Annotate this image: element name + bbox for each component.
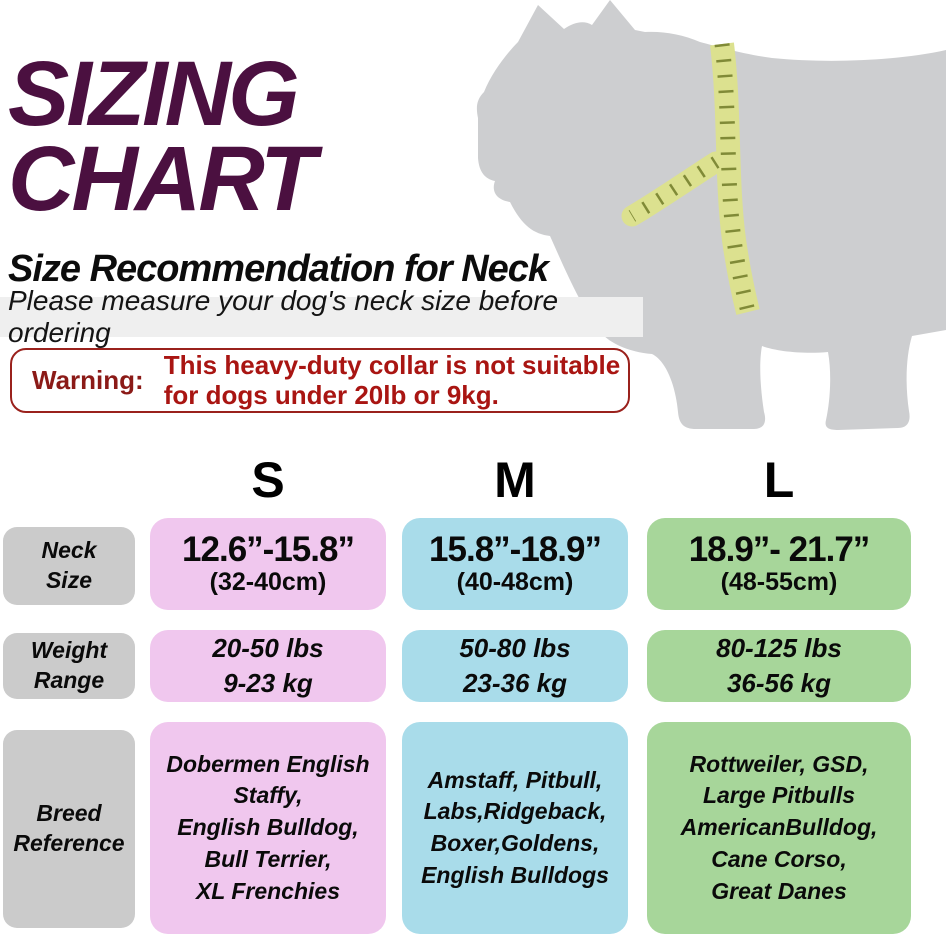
page-title: SIZING CHART — [8, 43, 316, 230]
cell-neck-s: 12.6”-15.8” (32-40cm) — [150, 518, 386, 610]
column-header-m: M — [494, 452, 536, 508]
neck-m-cm: (40-48cm) — [456, 567, 574, 596]
neck-s-value: 12.6”-15.8” — [182, 529, 355, 569]
cell-neck-l: 18.9”- 21.7” (48-55cm) — [647, 518, 911, 610]
cell-weight-m: 50-80 lbs 23-36 kg — [402, 630, 628, 702]
row-label-neck-size: Neck Size — [3, 527, 135, 605]
row-label-weight-range: Weight Range — [3, 633, 135, 699]
breed-l-text: Rottweiler, GSD, Large Pitbulls American… — [680, 750, 878, 904]
column-header-s: S — [251, 452, 285, 508]
cell-breed-m: Amstaff, Pitbull, Labs,Ridgeback, Boxer,… — [402, 722, 628, 934]
cell-neck-m: 15.8”-18.9” (40-48cm) — [402, 518, 628, 610]
cell-breed-s: Dobermen English Staffy, English Bulldog… — [150, 722, 386, 934]
measuring-tape-ticks — [714, 43, 756, 314]
breed-s-text: Dobermen English Staffy, English Bulldog… — [166, 750, 370, 904]
measure-note: Please measure your dog's neck size befo… — [8, 285, 559, 348]
warning-box: Warning: This heavy-duty collar is not s… — [10, 348, 630, 413]
breed-m-text: Amstaff, Pitbull, Labs,Ridgeback, Boxer,… — [421, 766, 609, 888]
neck-l-value: 18.9”- 21.7” — [688, 529, 871, 569]
weight-m-text: 50-80 lbs 23-36 kg — [459, 632, 571, 698]
row-label-breed-reference: Breed Reference — [3, 730, 135, 928]
warning-label: Warning: — [32, 365, 144, 395]
neck-m-value: 15.8”-18.9” — [429, 529, 602, 569]
neck-s-cm: (32-40cm) — [209, 567, 327, 596]
cell-breed-l: Rottweiler, GSD, Large Pitbulls American… — [647, 722, 911, 934]
neck-l-cm: (48-55cm) — [720, 567, 838, 596]
cell-weight-l: 80-125 lbs 36-56 kg — [647, 630, 911, 702]
column-header-l: L — [763, 452, 795, 508]
weight-s-text: 20-50 lbs 9-23 kg — [212, 632, 324, 698]
measure-note-band: Please measure your dog's neck size befo… — [0, 285, 643, 348]
weight-l-text: 80-125 lbs 36-56 kg — [716, 632, 842, 698]
warning-message: This heavy-duty collar is not suitable f… — [163, 350, 621, 410]
measuring-tape-branch — [621, 151, 727, 227]
page-subtitle: Size Recommendation for Neck — [8, 248, 549, 290]
cell-weight-s: 20-50 lbs 9-23 kg — [150, 630, 386, 702]
